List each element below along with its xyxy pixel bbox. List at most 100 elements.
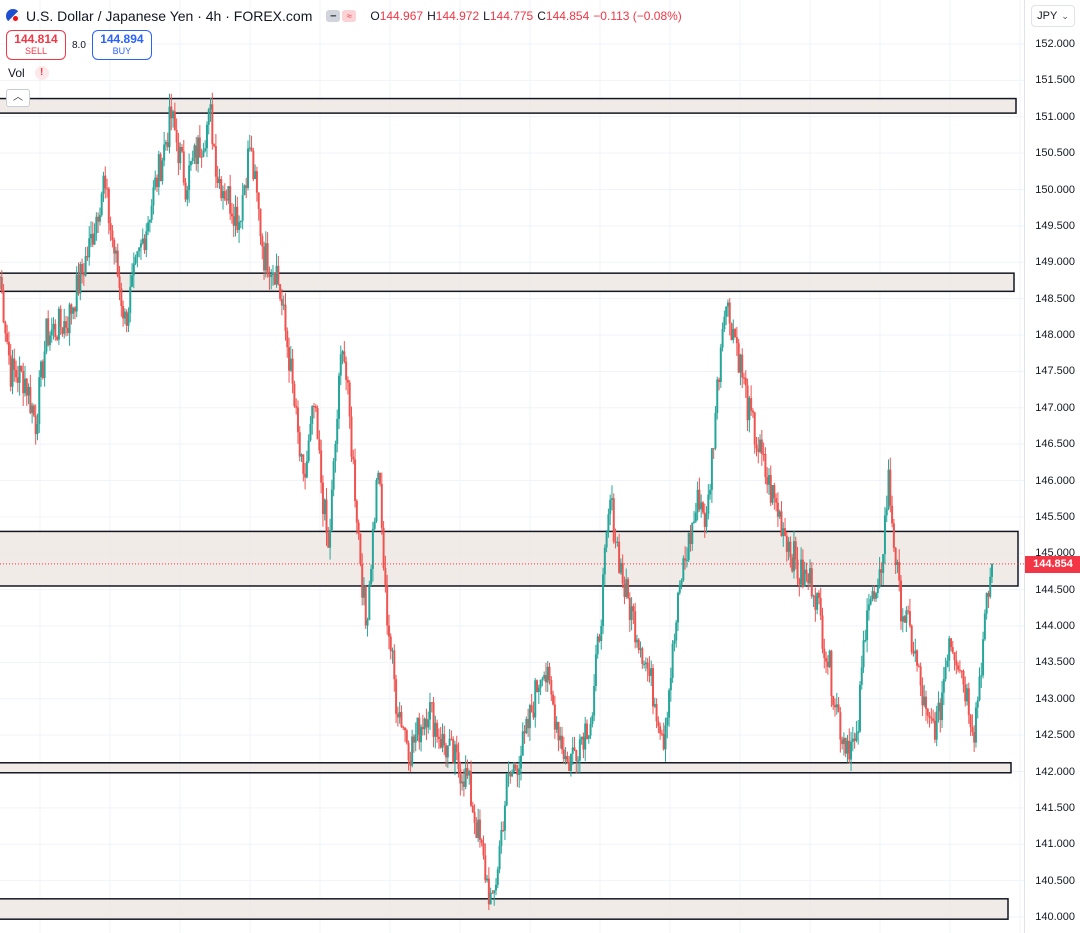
candle-body: [86, 256, 89, 258]
candle-body: [750, 398, 753, 411]
candle-body: [908, 611, 911, 626]
wave-icon[interactable]: ≈: [342, 10, 357, 22]
exclamation-icon[interactable]: !: [34, 66, 49, 80]
candle-body: [425, 718, 428, 728]
ohlc-open: O144.967: [370, 9, 424, 23]
candle-body: [594, 654, 597, 686]
candle-body: [295, 405, 298, 408]
candle-body: [962, 670, 965, 685]
candle-body: [391, 650, 394, 652]
candle-body: [264, 243, 267, 271]
chevron-down-icon: ⌄: [1061, 10, 1069, 21]
candle-body: [236, 206, 239, 231]
currency-selector[interactable]: JPY ⌄: [1031, 5, 1075, 27]
candle-body: [550, 680, 553, 695]
candle-body: [371, 528, 374, 569]
candle-body: [325, 499, 328, 534]
candle-body: [202, 150, 205, 157]
candle-body: [77, 274, 80, 294]
candle-body: [377, 473, 380, 481]
visibility-toggle[interactable]: ━ ≈: [326, 10, 357, 22]
candle-body: [364, 586, 367, 626]
candle-body: [568, 761, 571, 771]
candle-body: [743, 377, 745, 379]
candle-body: [209, 104, 212, 110]
candle-body: [782, 528, 785, 537]
candle-body: [760, 439, 763, 454]
candle-body: [512, 764, 515, 772]
candle-body: [707, 494, 710, 514]
candle-body: [395, 679, 398, 714]
candle-body: [537, 687, 540, 693]
candle-body: [773, 485, 776, 499]
candle-body: [54, 323, 57, 337]
candle-body: [400, 712, 403, 727]
candle-body: [50, 329, 53, 336]
buy-button[interactable]: 144.894 BUY: [91, 30, 152, 60]
candle-body: [402, 726, 405, 728]
candle-body: [23, 378, 26, 394]
candle-body: [341, 351, 344, 355]
candle-body: [792, 541, 795, 572]
candle-body: [710, 448, 713, 490]
symbol-title[interactable]: U.S. Dollar / Japanese Yen · 4h · FOREX.…: [26, 8, 313, 24]
candle-body: [653, 704, 656, 707]
candle-body: [89, 233, 92, 239]
candle-body: [125, 311, 128, 326]
candle-body: [582, 736, 585, 750]
candle-body: [216, 176, 219, 183]
candle-body: [850, 741, 853, 760]
candle-body: [584, 723, 587, 750]
minus-icon[interactable]: ━: [326, 10, 341, 22]
candle-body: [566, 756, 569, 762]
candle-body: [327, 533, 330, 548]
candle-body: [602, 574, 605, 626]
candle-body: [214, 146, 217, 177]
candle-body: [63, 321, 66, 334]
candle-body: [254, 171, 257, 180]
candle-body: [644, 662, 647, 664]
candle-body: [334, 444, 337, 462]
candle-body: [630, 606, 633, 621]
candle-body: [964, 684, 967, 702]
sell-price: 144.814: [14, 32, 58, 46]
candle-body: [619, 563, 622, 573]
candle-body: [107, 188, 110, 224]
candle-body: [220, 179, 223, 199]
candle-body: [205, 124, 208, 149]
candle-body: [284, 304, 287, 331]
candle-body: [277, 265, 280, 285]
candle-body: [81, 264, 84, 274]
candle-body: [473, 812, 476, 823]
candle-body: [148, 219, 151, 223]
last-price-tag: 144.854: [1025, 555, 1080, 573]
volume-indicator[interactable]: Vol !: [8, 66, 49, 80]
candle-body: [437, 736, 440, 739]
candle-body: [56, 336, 59, 340]
chart-area[interactable]: [0, 0, 1024, 933]
price-axis[interactable]: JPY ⌄ 152.000 151.500 151.000 150.500 150.00…: [1024, 0, 1080, 933]
candle-body: [271, 272, 274, 275]
candle-body: [393, 650, 396, 680]
candle-body: [650, 668, 653, 676]
candle-body: [288, 347, 291, 371]
candle-body: [507, 772, 510, 775]
trade-panel: 144.814 SELL 8.0 144.894 BUY: [6, 30, 152, 60]
candle-body: [75, 274, 78, 312]
sell-button[interactable]: 144.814 SELL: [6, 30, 66, 60]
candle-body: [211, 104, 214, 145]
candle-body: [894, 547, 897, 565]
candle-body: [573, 747, 576, 750]
candle-body: [607, 514, 610, 532]
collapse-legend-button[interactable]: ︿: [6, 89, 30, 107]
spread-value: 8.0: [72, 39, 86, 51]
candlestick-chart[interactable]: [0, 0, 1024, 933]
candle-body: [491, 892, 494, 894]
candle-body: [104, 175, 107, 189]
candle-body: [229, 186, 232, 214]
price-tick-label: 152.000: [1035, 38, 1075, 50]
candle-body: [721, 329, 724, 348]
candle-body: [143, 238, 146, 251]
candle-body: [34, 415, 37, 435]
candle-body: [869, 599, 872, 605]
